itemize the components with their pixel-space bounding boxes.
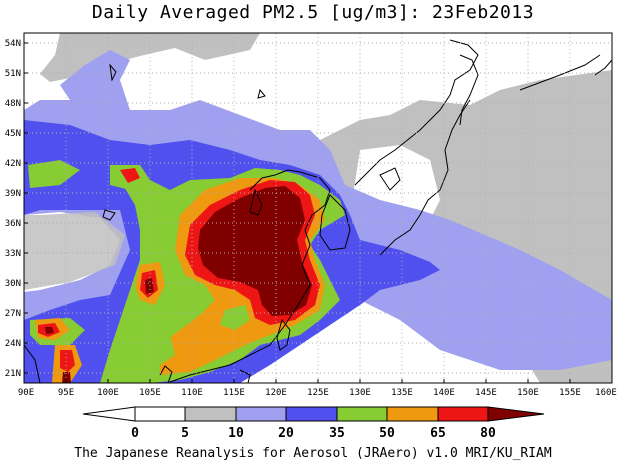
lat-label: 39N	[5, 189, 21, 199]
lon-label: 115E	[223, 388, 245, 398]
colorbar-label: 5	[181, 426, 189, 441]
page-title: Daily Averaged PM2.5 [ug/m3]: 23Feb2013	[91, 2, 535, 23]
lon-label: 100E	[97, 388, 119, 398]
lon-label: 140E	[433, 388, 455, 398]
colorbar-label: 0	[131, 426, 139, 441]
lat-label: 54N	[5, 39, 21, 49]
lon-label: 110E	[181, 388, 203, 398]
lat-label: 45N	[5, 129, 21, 139]
colorbar-label: 80	[480, 426, 496, 441]
lat-label: 27N	[5, 309, 21, 319]
lon-label: 105E	[139, 388, 161, 398]
clean-region-gray	[24, 212, 125, 290]
coastlines	[24, 39, 612, 383]
lon-label: 145E	[475, 388, 497, 398]
colorbar-label: 35	[329, 426, 345, 441]
colorbar-label: 10	[228, 426, 244, 441]
lon-label: 135E	[391, 388, 413, 398]
lat-label: 30N	[5, 279, 21, 289]
lon-label: 130E	[349, 388, 371, 398]
lat-label: 42N	[5, 159, 21, 169]
lon-label: 125E	[307, 388, 329, 398]
latitude-labels: 21N 24N 27N 30N 33N 36N 39N 42N 45N 48N …	[5, 39, 21, 379]
lon-label: 155E	[559, 388, 581, 398]
colorbar-label: 65	[430, 426, 446, 441]
lat-label: 36N	[5, 219, 21, 229]
lon-label: 95E	[58, 388, 74, 398]
lat-label: 51N	[5, 69, 21, 79]
colorbar-bin	[386, 406, 439, 422]
colorbar-bin	[437, 406, 489, 422]
colorbar-labels: 0 5 10 20 35 50 65 80	[131, 426, 496, 441]
lat-label: 24N	[5, 339, 21, 349]
colorbar-label: 20	[278, 426, 294, 441]
tick-marks	[24, 42, 571, 383]
colorbar-bin	[134, 406, 186, 422]
data-source-credit: The Japanese Reanalysis for Aerosol (JRA…	[74, 446, 552, 461]
longitude-labels: 90E 95E 100E 105E 110E 115E 120E 125E 13…	[18, 388, 617, 398]
colorbar-bin	[184, 406, 237, 422]
colorbar-bin	[235, 406, 287, 422]
colorbar-label: 50	[379, 426, 395, 441]
lat-label: 48N	[5, 99, 21, 109]
colorbar-min-arrow	[82, 406, 136, 422]
lon-label: 150E	[517, 388, 539, 398]
lat-label: 33N	[5, 249, 21, 259]
colorbar	[82, 406, 545, 422]
colorbar-bin	[336, 406, 388, 422]
lon-label: 90E	[18, 388, 34, 398]
green-patch	[220, 305, 250, 330]
colorbar-bin	[285, 406, 338, 422]
lon-label: 160E	[595, 388, 617, 398]
lon-label: 120E	[265, 388, 287, 398]
colorbar-max-arrow	[487, 406, 545, 422]
lat-label: 21N	[5, 369, 21, 379]
